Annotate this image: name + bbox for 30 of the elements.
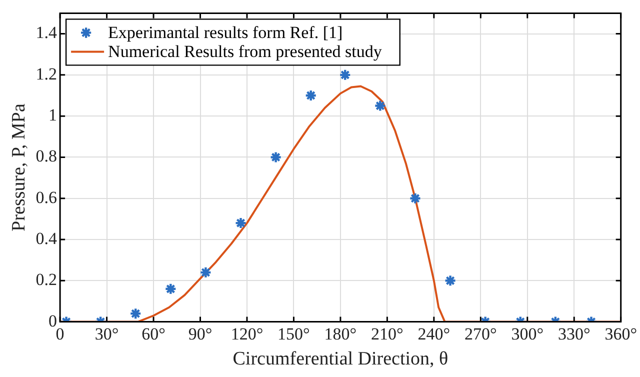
y-tick-label: 0.6 bbox=[36, 188, 58, 207]
x-tick-label: 120° bbox=[230, 324, 264, 344]
x-axis-title: Circumferential Direction, θ bbox=[232, 348, 448, 370]
point bbox=[234, 216, 247, 230]
legend-label: Numerical Results from presented study bbox=[108, 42, 382, 62]
point bbox=[374, 100, 386, 112]
x-tick-label: 240° bbox=[418, 324, 450, 344]
y-tick-label: 1.2 bbox=[36, 64, 58, 84]
point bbox=[270, 151, 282, 164]
x-tick-label: 150° bbox=[278, 324, 310, 344]
x-tick-label: 330° bbox=[558, 324, 590, 344]
legend-label: Experimantal results form Ref. [1] bbox=[108, 23, 343, 42]
y-axis-title: Pressure, P, MPa bbox=[8, 103, 30, 232]
y-tick-label: 0 bbox=[48, 311, 58, 330]
x-tick-label: 30° bbox=[94, 324, 119, 344]
point bbox=[339, 68, 352, 82]
y-tick-label: 1 bbox=[48, 106, 58, 125]
x-tick-label: 270° bbox=[464, 324, 497, 344]
x-tick-label: 210° bbox=[371, 324, 404, 344]
y-tick-label: 0.2 bbox=[36, 270, 58, 290]
y-tick-label: 1.4 bbox=[36, 23, 58, 42]
x-tick-label: 60° bbox=[142, 324, 166, 344]
x-tick-label: 360° bbox=[604, 324, 638, 344]
x-tick-label: 180° bbox=[324, 324, 357, 344]
y-tick-label: 0.4 bbox=[36, 228, 58, 248]
x-tick-label: 90° bbox=[188, 324, 212, 344]
y-tick-label: 0.8 bbox=[36, 146, 58, 166]
point bbox=[304, 89, 317, 102]
x-tick-label: 300° bbox=[511, 324, 544, 344]
point bbox=[409, 192, 422, 204]
